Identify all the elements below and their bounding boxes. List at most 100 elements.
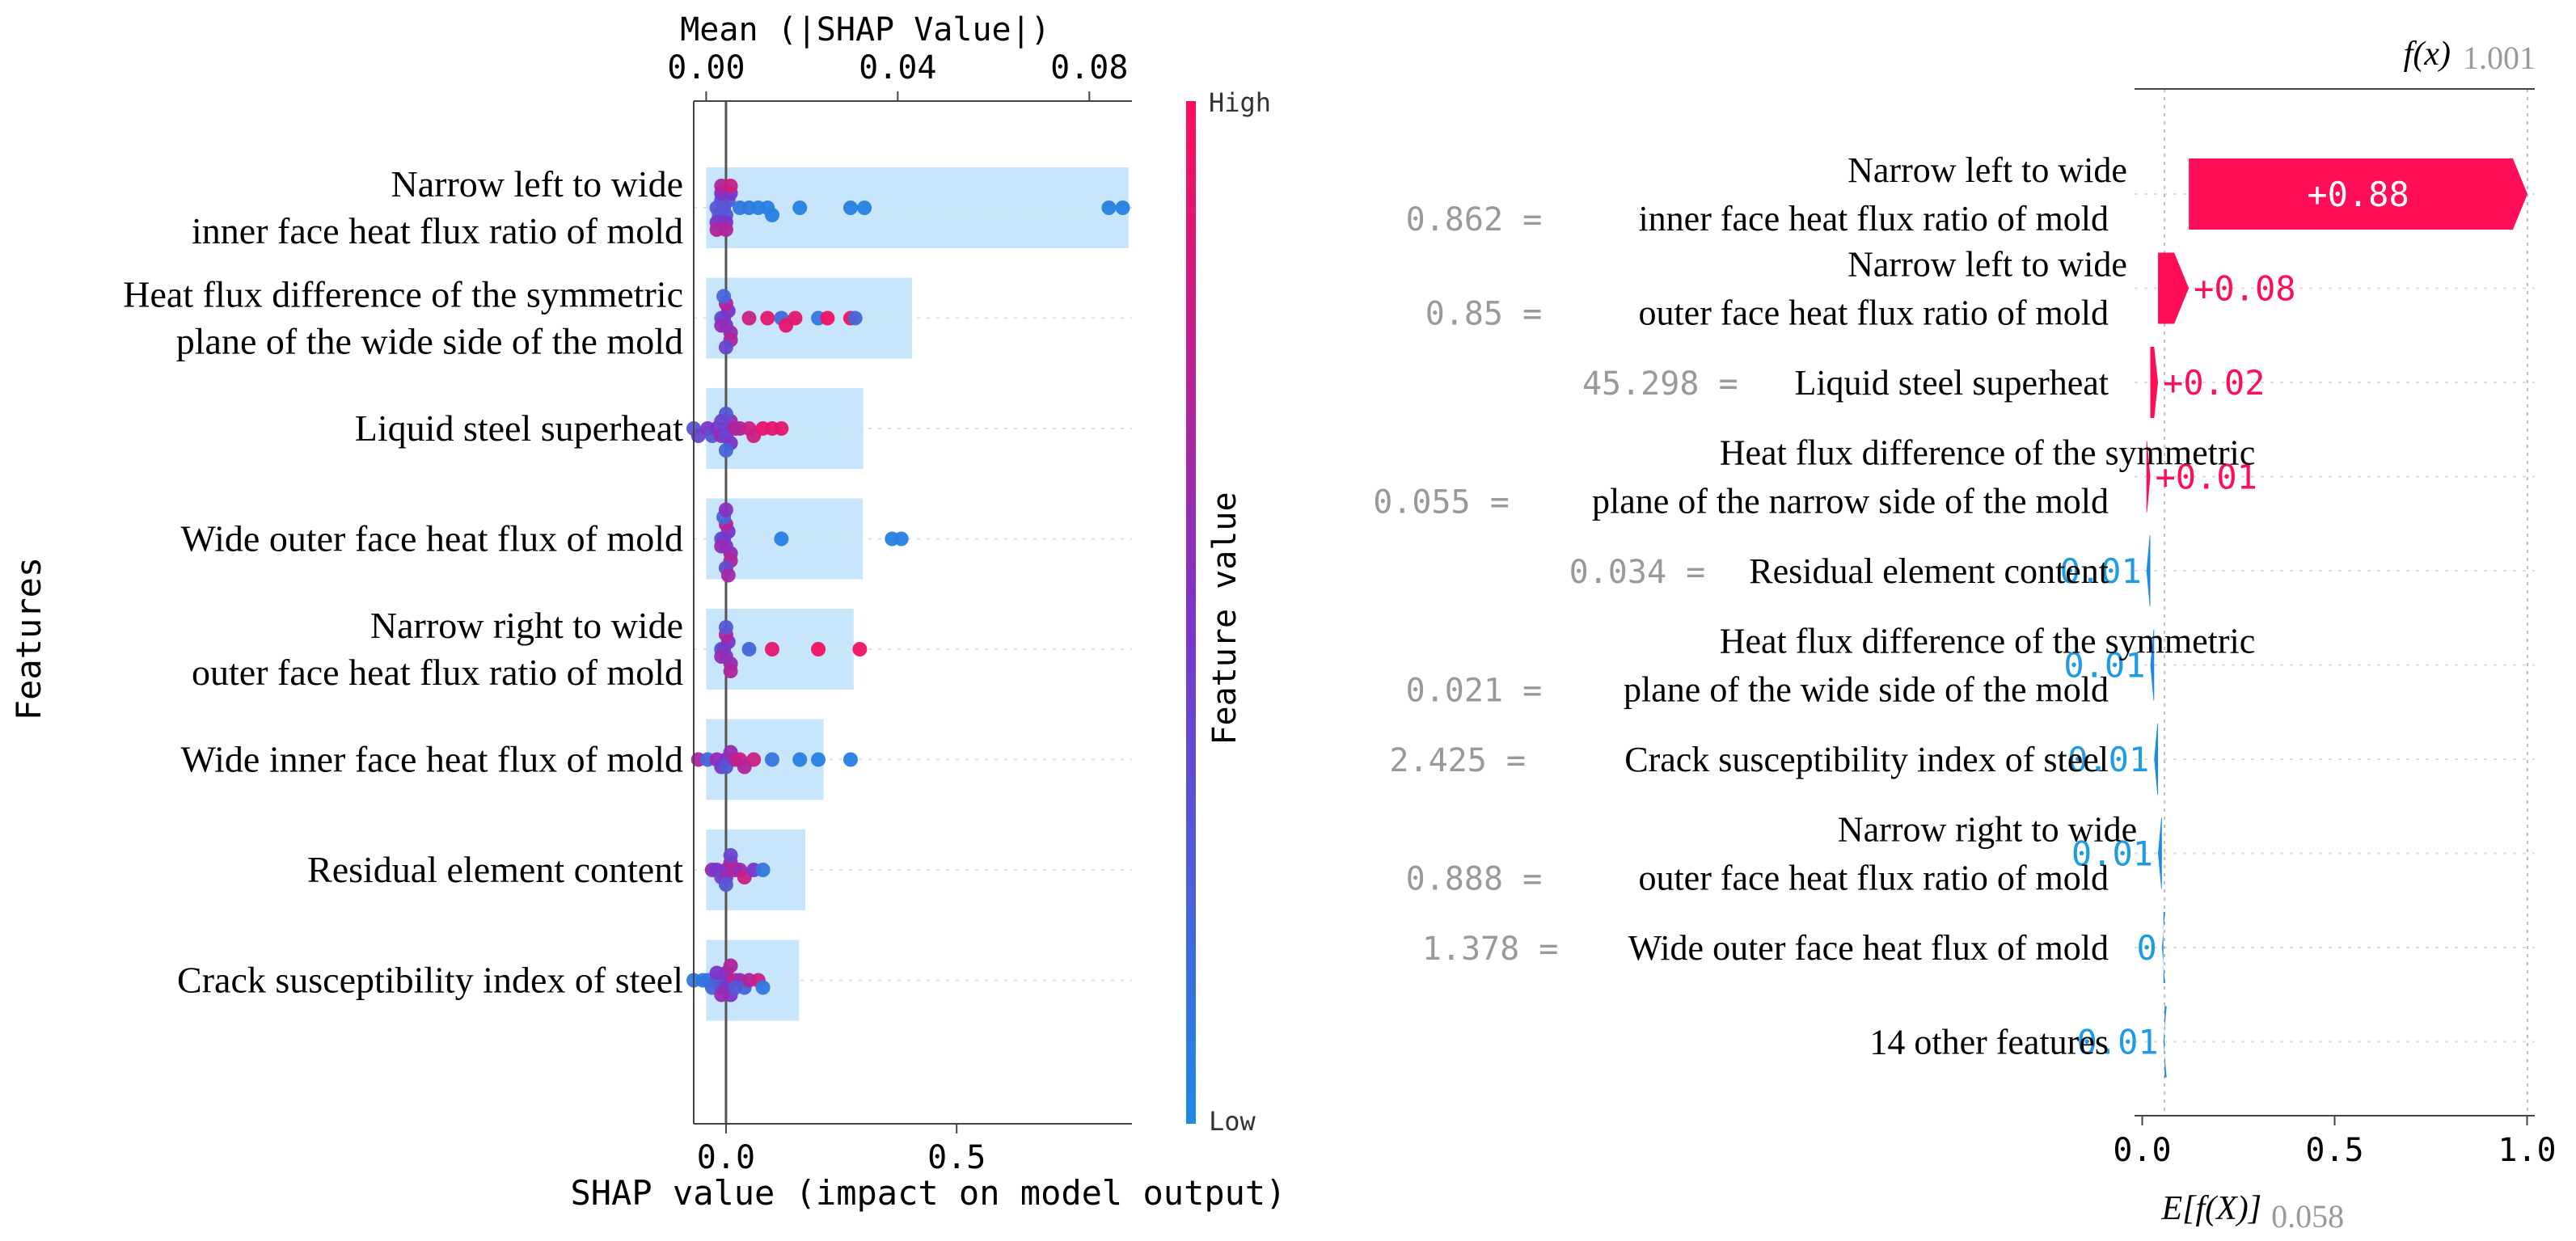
feature-label: inner face heat flux ratio of mold [192, 210, 683, 251]
feature-label: Wide outer face heat flux of mold [181, 518, 683, 559]
colorbar-low-label: Low [1209, 1106, 1256, 1137]
beeswarm-points [686, 179, 1130, 1003]
feature-label: plane of the narrow side of the mold [1592, 482, 2109, 521]
beeswarm-point [852, 642, 868, 656]
beeswarm-point [718, 443, 733, 458]
beeswarm-point [723, 958, 738, 973]
waterfall-bar [2150, 347, 2159, 418]
beeswarm-point [893, 531, 909, 547]
fx-label: f(x) [2404, 36, 2451, 73]
contribution-label: +0.88 [2307, 175, 2409, 214]
base-value-label: E[f(X)] [2160, 1190, 2261, 1227]
feature-label: outer face heat flux ratio of mold [1638, 293, 2109, 333]
beeswarm-point [746, 752, 762, 767]
beeswarm-point [720, 568, 736, 583]
axes: 0.0 0.5 1.0 [2113, 88, 2557, 1169]
contribution-label: +0.01 [2156, 458, 2257, 497]
feature-label: Narrow left to wide [1848, 245, 2127, 285]
beeswarm-point [847, 310, 863, 326]
contribution-label: 0.01 [2077, 1023, 2159, 1062]
beeswarm-point [723, 179, 738, 193]
feature-value-label: 0.888 = [1406, 861, 1543, 898]
x-tick-label: 0.0 [697, 1139, 755, 1176]
beeswarm-point [723, 664, 738, 678]
x-tick-label: 0.5 [2305, 1132, 2363, 1169]
beeswarm-point [842, 752, 858, 767]
top-tick-label: 0.04 [859, 49, 936, 87]
feature-label: Heat flux difference of the symmetric [1720, 622, 2256, 661]
y-axis-title: Features [9, 557, 49, 720]
mean-abs-bar [706, 277, 913, 359]
base-value: 0.058 [2271, 1198, 2344, 1235]
beeswarm-point [723, 848, 738, 863]
feature-value-label: 0.055 = [1373, 484, 1510, 521]
beeswarm-point [774, 531, 789, 547]
row-gridlines [2135, 193, 2535, 1043]
contribution-label: 0.01 [2063, 646, 2145, 686]
feature-label: Narrow right to wide [1838, 810, 2137, 850]
feature-label: Crack susceptibility index of steel [177, 960, 683, 1001]
feature-label: Residual element content [1749, 551, 2109, 591]
beeswarm-point [764, 752, 779, 767]
feature-value-label: 2.425 = [1389, 742, 1526, 779]
top-tick-label: 0.00 [667, 49, 745, 87]
x-tick-label: 0.5 [927, 1139, 986, 1176]
contribution-label: 0.01 [2071, 834, 2153, 874]
contribution-label: 0 [2136, 928, 2156, 968]
feature-value-label: 0.021 = [1406, 673, 1543, 710]
feature-label: Narrow left to wide [1848, 150, 2127, 190]
waterfall-bar [2150, 629, 2155, 701]
beeswarm-point [1101, 201, 1117, 215]
waterfall-labels: +0.88 Narrow left to wide inner face heat … [1373, 150, 2409, 1062]
beeswarm-point [709, 965, 724, 981]
x-tick-label: 1.0 [2498, 1132, 2556, 1169]
beeswarm-point [714, 649, 729, 664]
beeswarm-point [788, 310, 803, 326]
axes: 0.0 0.5 0.00 0.04 0.08 [667, 49, 1132, 1176]
contribution-label: 0.01 [2067, 740, 2149, 779]
beeswarm-point [714, 414, 729, 428]
beeswarm-point [792, 201, 808, 215]
feature-label: outer face heat flux ratio of mold [192, 652, 683, 693]
feature-label: Liquid steel superheat [355, 407, 683, 449]
feature-value-label: 0.862 = [1406, 201, 1543, 238]
beeswarm-point [718, 502, 733, 517]
x-axis-title: SHAP value (impact on model output) [570, 1173, 1286, 1213]
x-tick-label: 0.0 [2113, 1132, 2171, 1169]
feature-value-label: 0.85 = [1425, 296, 1543, 333]
contribution-label: +0.08 [2194, 269, 2295, 309]
feature-value-label: 0.034 = [1569, 554, 1706, 591]
feature-label: plane of the wide side of the mold [176, 321, 683, 362]
beeswarm-point [714, 538, 729, 554]
beeswarm-point [857, 201, 872, 215]
beeswarm-point [741, 642, 757, 656]
feature-value-label: 45.298 = [1582, 365, 1738, 403]
waterfall-bars [2146, 158, 2527, 1078]
waterfall-panel: +0.88 Narrow left to wide inner face heat … [1373, 36, 2556, 1235]
feature-label: Narrow right to wide [370, 605, 683, 646]
beeswarm-point [718, 620, 733, 635]
feature-labels: Narrow left to wide inner face heat flux … [123, 163, 683, 1001]
waterfall-bar [2189, 158, 2527, 230]
feature-value-label: 1.378 = [1422, 931, 1559, 968]
beeswarm-point [820, 310, 835, 326]
feature-label: Crack susceptibility index of steel [1624, 740, 2109, 779]
beeswarm-point [1115, 201, 1130, 215]
beeswarm-point [714, 987, 729, 1003]
waterfall-bar [2154, 724, 2159, 795]
feature-label: inner face heat flux ratio of mold [1638, 199, 2109, 238]
beeswarm-point [741, 310, 757, 326]
colorbar-title: Feature value [1206, 492, 1244, 745]
feature-label: Residual element content [307, 849, 683, 890]
feature-label: Heat flux difference of the symmetric [1720, 433, 2256, 473]
feature-label: plane of the wide side of the mold [1624, 670, 2109, 710]
beeswarm-point [716, 289, 732, 304]
feature-label: 14 other features [1869, 1023, 2109, 1062]
beeswarm-point [755, 863, 771, 877]
fx-value: 1.001 [2463, 40, 2536, 76]
waterfall-bar [2146, 441, 2151, 513]
beeswarm-point [714, 318, 729, 333]
beeswarm-point [764, 208, 779, 222]
top-tick-label: 0.08 [1050, 49, 1128, 87]
beeswarm-point [811, 752, 826, 767]
